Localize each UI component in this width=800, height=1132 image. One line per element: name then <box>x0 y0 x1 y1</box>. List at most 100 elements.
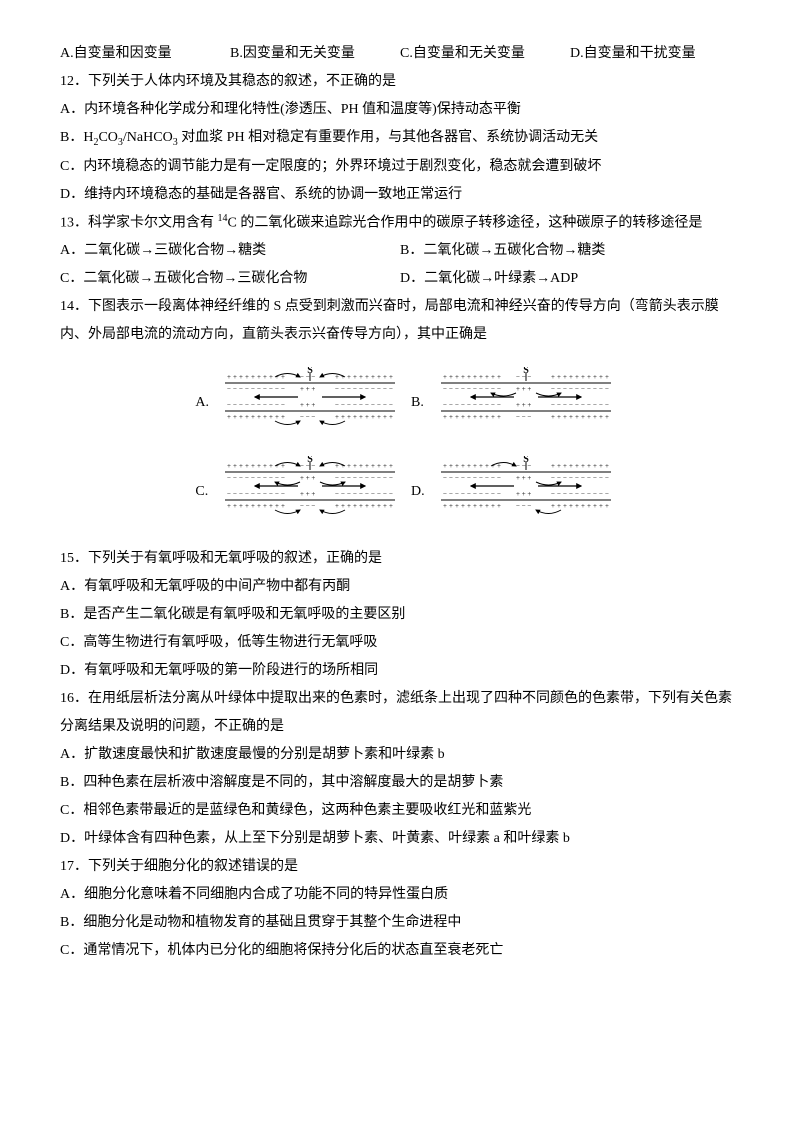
svg-text:+: + <box>365 373 369 381</box>
svg-text:−: − <box>341 385 345 393</box>
q12-b-pre: B．H <box>60 130 93 145</box>
svg-text:−: − <box>449 490 453 498</box>
svg-text:−: − <box>569 385 573 393</box>
svg-text:−: − <box>551 490 555 498</box>
svg-text:+: + <box>551 462 555 470</box>
svg-text:−: − <box>443 474 447 482</box>
svg-text:−: − <box>593 385 597 393</box>
q12-opt-d: D．维持内环境稳态的基础是各器官、系统的协调一致地正常运行 <box>60 181 740 209</box>
svg-text:+: + <box>269 373 273 381</box>
svg-text:−: − <box>347 490 351 498</box>
svg-text:−: − <box>563 474 567 482</box>
q14-stem: 14．下图表示一段离体神经纤维的 S 点受到刺激而兴奋时，局部电流和神经兴奋的传… <box>60 293 740 349</box>
q12-b-post: 对血浆 PH 相对稳定有重要作用，与其他各器官、系统协调活动无关 <box>178 130 598 145</box>
svg-text:−: − <box>263 474 267 482</box>
svg-text:+: + <box>251 373 255 381</box>
q11-opt-b: B.因变量和无关变量 <box>230 40 400 68</box>
svg-text:−: − <box>587 490 591 498</box>
q14-label-b: B. <box>405 389 431 417</box>
svg-text:−: − <box>443 385 447 393</box>
svg-text:−: − <box>479 401 483 409</box>
q12-stem: 12．下列关于人体内环境及其稳态的叙述，不正确的是 <box>60 68 740 96</box>
svg-text:+: + <box>443 413 447 421</box>
svg-text:+: + <box>443 502 447 510</box>
nerve-diagram-d: ++++++++++++++++++++− − −−−−−−−−−−−−−−−−… <box>441 456 611 527</box>
svg-text:+: + <box>371 502 375 510</box>
svg-text:−: − <box>281 401 285 409</box>
svg-text:+: + <box>347 373 351 381</box>
svg-text:−: − <box>605 401 609 409</box>
svg-text:+: + <box>443 373 447 381</box>
svg-text:−: − <box>581 474 585 482</box>
svg-text:−: − <box>341 474 345 482</box>
svg-text:+: + <box>479 413 483 421</box>
svg-text:−: − <box>257 490 261 498</box>
svg-text:−: − <box>491 401 495 409</box>
svg-text:+ + +: + + + <box>300 401 315 409</box>
svg-text:+: + <box>551 413 555 421</box>
svg-text:−: − <box>485 474 489 482</box>
svg-text:+: + <box>239 373 243 381</box>
svg-text:−: − <box>593 401 597 409</box>
svg-text:−: − <box>251 401 255 409</box>
q14-label-d: D. <box>405 478 431 506</box>
q14-figure: A. ++++++++++++++++++++− − −−−−−−−−−−−−−… <box>60 367 740 527</box>
svg-text:+: + <box>467 413 471 421</box>
svg-text:+: + <box>251 413 255 421</box>
svg-text:+: + <box>449 373 453 381</box>
svg-text:−: − <box>239 401 243 409</box>
svg-text:−: − <box>383 490 387 498</box>
svg-text:−: − <box>389 490 393 498</box>
q15-stem: 15．下列关于有氧呼吸和无氧呼吸的叙述，正确的是 <box>60 545 740 573</box>
svg-text:+: + <box>245 502 249 510</box>
svg-text:−: − <box>563 490 567 498</box>
svg-text:−: − <box>227 474 231 482</box>
svg-text:+: + <box>365 502 369 510</box>
svg-text:−: − <box>269 474 273 482</box>
q12-b-mid2: /NaHCO <box>123 130 173 145</box>
svg-text:+: + <box>455 502 459 510</box>
q15-opt-b: B．是否产生二氧化碳是有氧呼吸和无氧呼吸的主要区别 <box>60 601 740 629</box>
svg-text:−: − <box>491 474 495 482</box>
svg-text:−: − <box>335 385 339 393</box>
svg-text:−: − <box>341 401 345 409</box>
svg-text:− − −: − − − <box>300 502 315 510</box>
svg-text:−: − <box>455 385 459 393</box>
svg-text:−: − <box>335 401 339 409</box>
svg-text:+: + <box>371 462 375 470</box>
svg-text:−: − <box>239 474 243 482</box>
svg-text:−: − <box>269 401 273 409</box>
q11-opt-a: A.自变量和因变量 <box>60 40 230 68</box>
svg-text:−: − <box>479 474 483 482</box>
svg-text:+: + <box>257 502 261 510</box>
svg-text:−: − <box>233 401 237 409</box>
svg-text:−: − <box>599 401 603 409</box>
svg-text:−: − <box>365 474 369 482</box>
svg-text:+: + <box>593 462 597 470</box>
svg-text:−: − <box>251 490 255 498</box>
svg-text:+: + <box>263 502 267 510</box>
svg-text:+: + <box>353 413 357 421</box>
svg-text:+ + +: + + + <box>516 385 531 393</box>
svg-text:−: − <box>551 474 555 482</box>
svg-text:+: + <box>347 502 351 510</box>
svg-text:+: + <box>251 502 255 510</box>
svg-text:−: − <box>485 490 489 498</box>
svg-text:+: + <box>449 502 453 510</box>
svg-text:+: + <box>587 413 591 421</box>
q11-opt-c: C.自变量和无关变量 <box>400 40 570 68</box>
svg-text:−: − <box>569 401 573 409</box>
svg-text:+: + <box>587 462 591 470</box>
svg-text:−: − <box>455 401 459 409</box>
svg-text:−: − <box>473 401 477 409</box>
svg-text:−: − <box>341 490 345 498</box>
q13-opt-b: B．二氧化碳→五碳化合物→糖类 <box>400 237 740 265</box>
svg-text:−: − <box>365 490 369 498</box>
svg-text:+: + <box>557 413 561 421</box>
svg-text:+: + <box>491 502 495 510</box>
q16-opt-b: B．四种色素在层析液中溶解度是不同的，其中溶解度最大的是胡萝卜素 <box>60 769 740 797</box>
q16-stem: 16．在用纸层析法分离从叶绿体中提取出来的色素时，滤纸条上出现了四种不同颜色的色… <box>60 685 740 741</box>
svg-text:+ + +: + + + <box>300 474 315 482</box>
svg-text:+: + <box>569 413 573 421</box>
svg-text:−: − <box>383 474 387 482</box>
